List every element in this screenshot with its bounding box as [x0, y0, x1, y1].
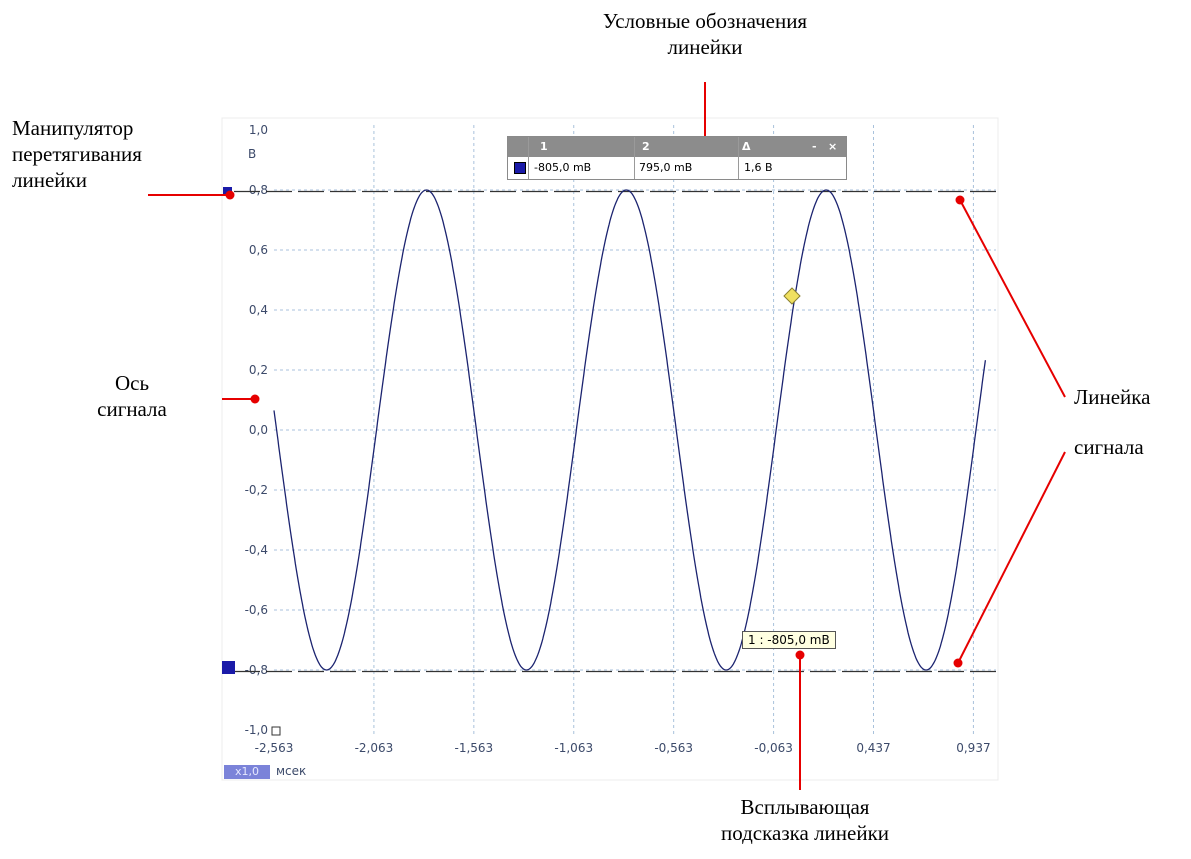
legend-divider: [738, 137, 739, 179]
y-axis: 1,0 0,8 0,6 0,4 0,2 0,0 -0,2 -0,4 -0,6 -0,8 -1,0: [245, 123, 268, 737]
x-tick-label: -0,063: [754, 741, 793, 755]
y-tick-label: 0,2: [249, 363, 268, 377]
x-tick-label: -0,563: [654, 741, 693, 755]
legend-value-1: -805,0 mB: [534, 161, 592, 174]
y-tick-label: -0,8: [245, 663, 268, 677]
axis-origin-handle[interactable]: [271, 726, 281, 736]
callout-dot: [250, 394, 260, 404]
signal-axis-callout-line-2: сигнала: [97, 397, 167, 421]
y-tick-label: -0,4: [245, 543, 268, 557]
zoom-badge[interactable]: x1,0: [224, 765, 270, 779]
signal-trace: [273, 189, 987, 671]
popup-hint-callout-line-1: Всплывающая: [740, 795, 870, 819]
drag-handle-callout: Манипулятор перетягивания линейки: [12, 115, 142, 193]
drag-handle-callout-line-1: Манипулятор: [12, 116, 134, 140]
signal-ruler-callout: Линейка сигнала: [1074, 384, 1150, 460]
legend-callout: Условные обозначения линейки: [555, 8, 855, 60]
ruler-tooltip: 1 : -805,0 mB: [742, 631, 836, 649]
y-tick-label: 0,6: [249, 243, 268, 257]
ruler-legend-header: 1 2 Δ - ×: [508, 137, 846, 157]
callout-leader-line: [957, 451, 1066, 664]
callout-leader-line: [959, 199, 1066, 398]
drag-handle-callout-line-3: линейки: [12, 168, 87, 192]
callout-dot: [955, 195, 965, 205]
y-tick-label: -0,6: [245, 603, 268, 617]
minimize-icon[interactable]: -: [812, 140, 817, 153]
popup-hint-callout: Всплывающая подсказка линейки: [690, 794, 920, 846]
ruler-drag-handle-lower[interactable]: [222, 661, 235, 674]
legend-header-2: 2: [642, 140, 650, 153]
callout-dot: [225, 190, 235, 200]
callout-dot: [953, 658, 963, 668]
legend-value-delta: 1,6 B: [744, 161, 773, 174]
y-tick-label: 0,8: [249, 183, 268, 197]
popup-hint-callout-line-2: подсказка линейки: [720, 821, 890, 845]
legend-header-delta: Δ: [742, 140, 751, 153]
legend-callout-line-1: Условные обозначения: [602, 9, 808, 33]
y-tick-label: -1,0: [245, 723, 268, 737]
x-axis: -2,563 -2,063 -1,563 -1,063 -0,563 -0,063 0,43…: [255, 741, 991, 755]
y-tick-label: -0,2: [245, 483, 268, 497]
x-tick-label: -1,563: [454, 741, 493, 755]
ruler-legend-window[interactable]: 1 2 Δ - × -805,0 mB 795,0 mB 1,6 B: [507, 136, 847, 180]
x-tick-label: -2,563: [255, 741, 294, 755]
callout-dot: [795, 650, 805, 660]
y-tick-label: 1,0: [249, 123, 268, 137]
legend-divider: [634, 137, 635, 179]
x-tick-label: 0,937: [956, 741, 990, 755]
signal-axis-callout-line-1: Ось: [114, 371, 150, 395]
legend-callout-line-2: линейки: [667, 35, 743, 59]
plot-frame: [221, 117, 999, 781]
legend-divider: [528, 137, 529, 179]
signal-ruler-callout-line-1: Линейка: [1074, 385, 1151, 409]
ruler-legend-row: -805,0 mB 795,0 mB 1,6 B: [508, 157, 846, 179]
x-tick-label: -2,063: [355, 741, 394, 755]
callout-lines: [148, 82, 1066, 790]
y-tick-label: 0,0: [249, 423, 268, 437]
y-tick-label: 0,4: [249, 303, 268, 317]
signal-ruler-callout-line-2: сигнала: [1074, 435, 1144, 459]
y-axis-unit: В: [248, 147, 256, 161]
channel-color-swatch: [514, 162, 526, 174]
legend-header-1: 1: [540, 140, 548, 153]
x-tick-label: -1,063: [554, 741, 593, 755]
close-icon[interactable]: ×: [828, 140, 838, 153]
drag-handle-callout-line-2: перетягивания: [12, 142, 142, 166]
time-unit-label: мсек: [276, 764, 307, 778]
trigger-marker-icon[interactable]: [783, 287, 801, 305]
x-tick-label: 0,437: [856, 741, 890, 755]
signal-axis-callout: Ось сигнала: [92, 370, 172, 422]
legend-value-2: 795,0 mB: [639, 161, 693, 174]
